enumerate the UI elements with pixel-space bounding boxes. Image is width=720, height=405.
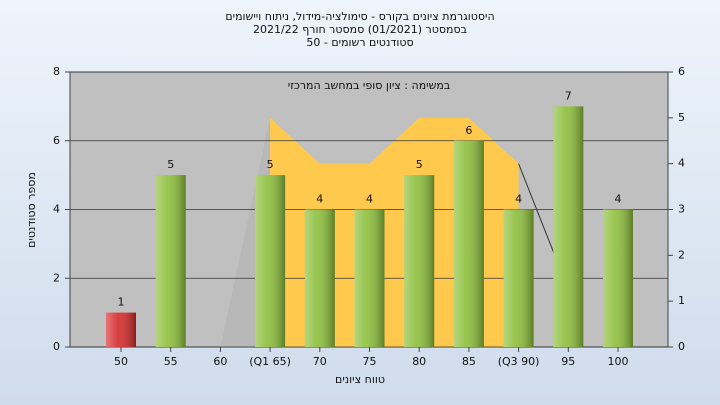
value-label: 1 — [118, 296, 125, 309]
x-tick-label: 70 — [313, 355, 327, 368]
x-tick-label: 50 — [114, 355, 128, 368]
bar-shade — [553, 106, 584, 347]
bar-shade — [106, 312, 136, 347]
value-label: 4 — [515, 193, 522, 206]
bar-shade — [354, 209, 385, 347]
value-label: 4 — [366, 193, 373, 206]
bar-shade — [304, 209, 335, 347]
y-tick-label: 2 — [53, 271, 60, 284]
value-label: 5 — [416, 158, 423, 171]
y2-tick-label: 6 — [678, 65, 685, 78]
value-label: 4 — [316, 193, 323, 206]
y-tick-label: 0 — [53, 340, 60, 353]
bar-shade — [255, 175, 286, 347]
title: בסמסטר (01/2021) סמסטר חורף 2021/22 — [253, 23, 467, 36]
x-tick-label: 80 — [412, 355, 426, 368]
x-tick-label: 95 — [561, 355, 575, 368]
y2-tick-label: 4 — [678, 157, 685, 170]
value-label: 4 — [615, 193, 622, 206]
title: סטודנטים רשומים - 50 — [306, 36, 413, 49]
x-tick-label: 60 — [213, 355, 227, 368]
x-tick-label: 55 — [164, 355, 178, 368]
x-tick-label: (Q1 65) — [249, 355, 291, 368]
y2-tick-label: 2 — [678, 248, 685, 261]
value-label: 7 — [565, 89, 572, 102]
y-tick-label: 4 — [53, 203, 60, 216]
y-tick-label: 8 — [53, 65, 60, 78]
bar-shade — [453, 140, 484, 347]
x-tick-label: (Q3 90) — [498, 355, 540, 368]
y2-tick-label: 5 — [678, 111, 685, 124]
bar-shade — [503, 209, 534, 347]
x-tick-label: 85 — [462, 355, 476, 368]
bar-shade — [404, 175, 435, 347]
bar-shade — [155, 175, 186, 347]
title: היסטוגרמת ציונים בקורס - סימולציה-מידול,… — [225, 10, 494, 23]
value-label: 5 — [167, 158, 174, 171]
value-label: 5 — [267, 158, 274, 171]
x-tick-label: 75 — [363, 355, 377, 368]
y-axis-label: מספר סטודנטים — [25, 172, 38, 248]
x-tick-label: 100 — [608, 355, 629, 368]
y2-tick-label: 3 — [678, 203, 685, 216]
x-axis-label: טווח ציונים — [335, 373, 385, 386]
y2-tick-label: 0 — [678, 340, 685, 353]
value-label: 6 — [465, 124, 472, 137]
y2-tick-label: 1 — [678, 294, 685, 307]
annotation: במשימה : ציון סופי במחשב המרכזי — [288, 79, 451, 92]
bar-shade — [603, 209, 633, 347]
y-tick-label: 6 — [53, 134, 60, 147]
